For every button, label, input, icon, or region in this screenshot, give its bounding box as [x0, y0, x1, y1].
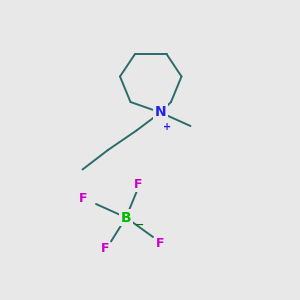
Text: +: + — [163, 122, 171, 132]
Text: N: N — [155, 106, 166, 119]
Text: F: F — [101, 242, 110, 256]
Text: B: B — [121, 211, 131, 224]
Text: F: F — [79, 192, 88, 205]
Text: F: F — [134, 178, 143, 191]
Text: F: F — [156, 237, 165, 250]
Text: −: − — [135, 220, 144, 230]
